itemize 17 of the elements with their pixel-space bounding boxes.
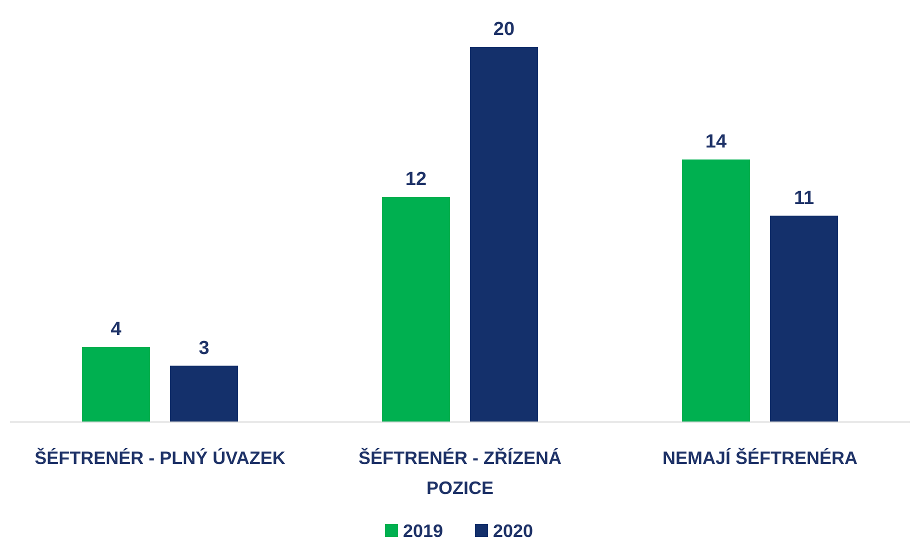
data-label: 3: [198, 338, 210, 359]
data-label: 14: [705, 132, 727, 152]
legend-label: 2019: [403, 521, 444, 541]
bar: [382, 197, 450, 422]
data-label: 20: [493, 19, 515, 40]
data-label: 12: [405, 169, 427, 190]
legend-label: 2020: [493, 521, 534, 541]
bar: [170, 366, 238, 422]
bar: [470, 47, 538, 422]
x-tick-label: NEMAJÍ ŠÉFTRENÉRA: [662, 447, 858, 468]
x-tick-label: ŠÉFTRENÉR - ZŘÍZENÁ POZICE: [358, 447, 562, 498]
data-label: 11: [794, 188, 814, 209]
bar: [682, 160, 750, 422]
x-tick-label: ŠÉFTRENÉR - PLNÝ ÚVAZEK: [34, 447, 286, 468]
bar: [82, 347, 150, 422]
data-label: 4: [110, 319, 122, 340]
bar: [770, 216, 838, 422]
